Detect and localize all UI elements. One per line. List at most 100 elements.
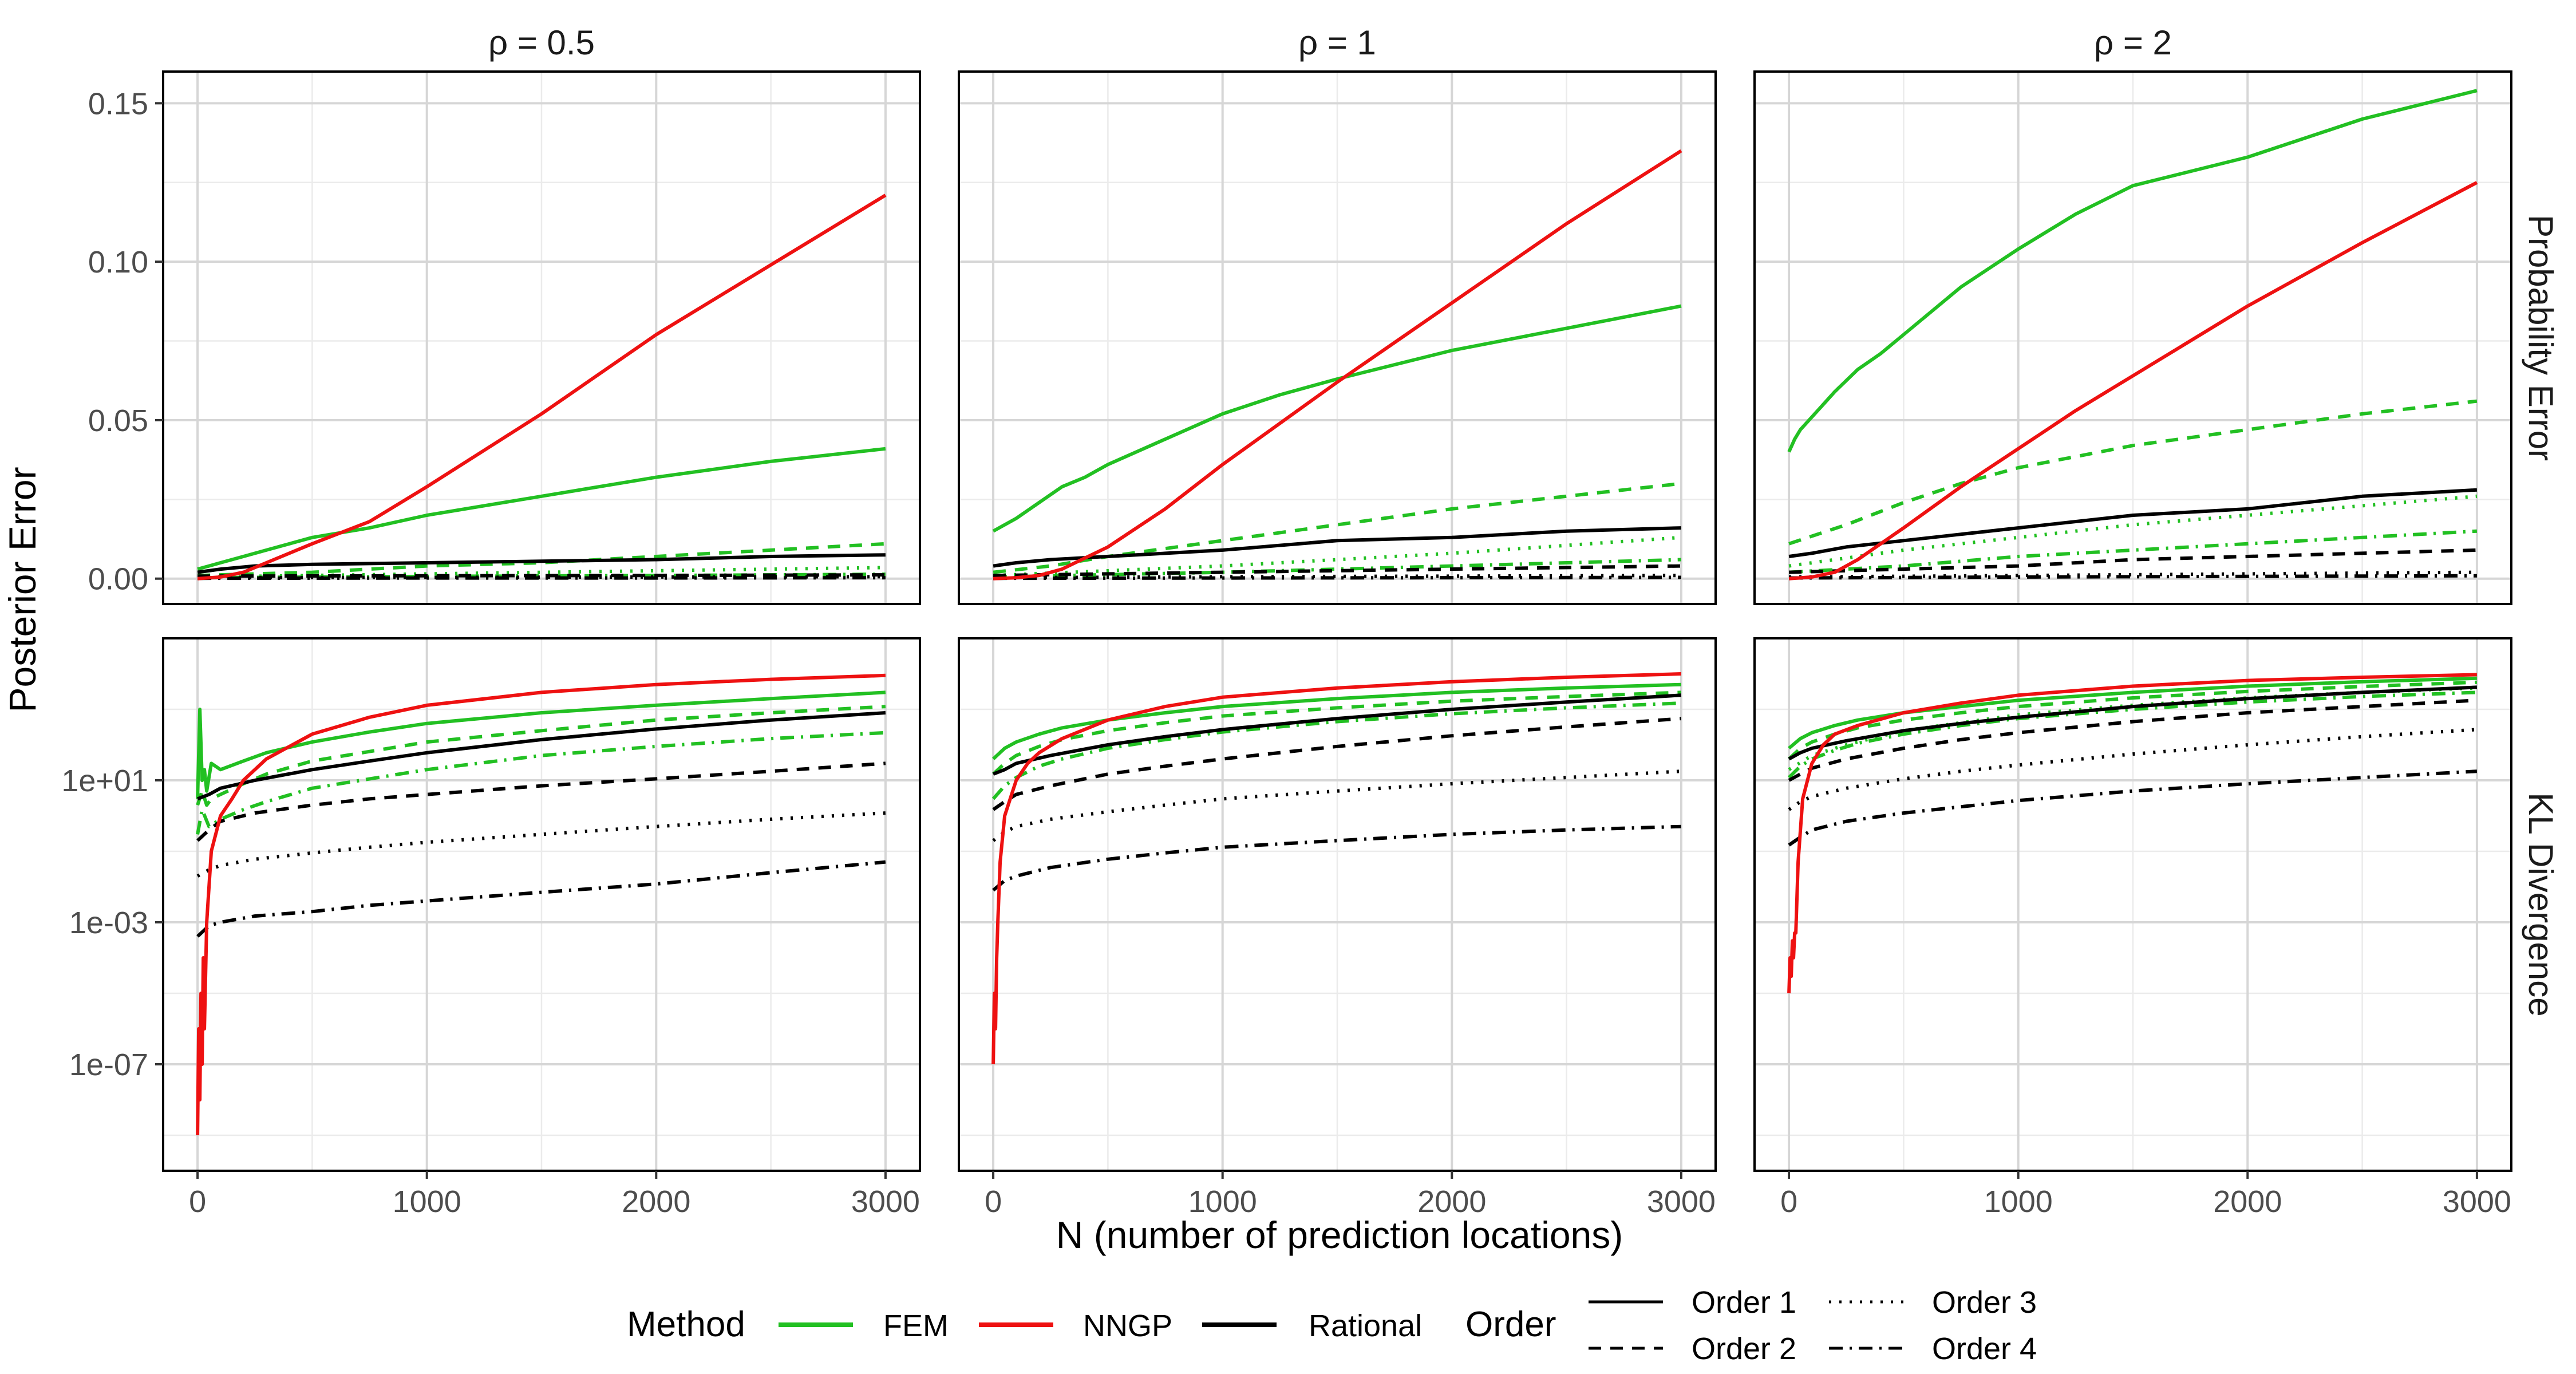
x-tick-label: 0 bbox=[1780, 1185, 1797, 1219]
series-line-rational-order-1 bbox=[1788, 488, 2478, 558]
y-tick-label: 1e-07 bbox=[69, 1048, 148, 1082]
panel-border bbox=[1753, 637, 2512, 1172]
legend-item-order-4: Order 4 bbox=[1829, 1332, 2037, 1366]
series-line-fem-order-4 bbox=[991, 701, 1682, 800]
series-line-fem-order-2 bbox=[1788, 399, 2478, 546]
panel-2-probability-error bbox=[1753, 70, 2512, 605]
series-line-fem-order-4 bbox=[1787, 690, 2478, 779]
series-line-rational-order-1 bbox=[1788, 685, 2478, 761]
y-tick-label: 0.05 bbox=[88, 404, 148, 438]
series-line-fem-order-1 bbox=[196, 690, 886, 799]
series-line-fem-order-4 bbox=[993, 558, 1681, 579]
panel-1-probability-error bbox=[958, 70, 1717, 605]
series-line-fem-order-2 bbox=[992, 690, 1682, 776]
series-line-rational-order-1 bbox=[993, 526, 1681, 568]
legend-item-order-3: Order 3 bbox=[1829, 1285, 2037, 1320]
x-tick-label: 1000 bbox=[393, 1185, 461, 1219]
series-line-fem-order-4 bbox=[196, 731, 886, 835]
facet-row-label: KL Divergence bbox=[2522, 792, 2560, 1016]
panel-border bbox=[958, 70, 1717, 605]
x-tick-label: 0 bbox=[985, 1185, 1002, 1219]
legend-label-nngp: NNGP bbox=[1083, 1309, 1172, 1343]
series-line-nngp-order-1 bbox=[993, 149, 1682, 581]
panel-border bbox=[162, 637, 921, 1172]
legend-label-order-4: Order 4 bbox=[1932, 1332, 2037, 1366]
facet-column-label: ρ = 1 bbox=[1298, 23, 1376, 62]
panel-1-kl-divergence bbox=[958, 637, 1717, 1172]
x-tick-label: 1000 bbox=[1188, 1185, 1257, 1219]
x-axis-title: N (number of prediction locations) bbox=[1056, 1214, 1623, 1256]
y-axis-title: Posterior Error bbox=[1, 467, 44, 712]
series-line-fem-order-3 bbox=[1788, 686, 2478, 771]
facet-column-label: ρ = 2 bbox=[2094, 23, 2172, 62]
panel-0-5-probability-error bbox=[162, 70, 921, 605]
x-tick-label: 0 bbox=[189, 1185, 206, 1219]
series-line-rational-order-4 bbox=[993, 575, 1681, 581]
legend-method-title: Method bbox=[627, 1305, 745, 1344]
series-line-rational-order-1 bbox=[993, 693, 1682, 776]
panel-border bbox=[958, 637, 1717, 1172]
axis-ticks: 0.00 0.05 0.10 0.15 0 1000 2000 3000 1e-07 1e-03 1… bbox=[61, 86, 2511, 1219]
series-group bbox=[991, 672, 1682, 1065]
x-tick-label: 2000 bbox=[1417, 1185, 1486, 1219]
series-line-fem-order-1 bbox=[1787, 89, 2478, 453]
legend-label-order-3: Order 3 bbox=[1932, 1285, 2037, 1320]
series-line-nngp-order-1 bbox=[197, 194, 887, 581]
series-line-fem-order-2 bbox=[196, 705, 886, 807]
panel-border bbox=[1753, 70, 2512, 605]
series-line-rational-order-1 bbox=[197, 711, 886, 801]
facet-strips: ρ = 0.5 ρ = 1 ρ = 2 Probability Error KL Div… bbox=[488, 23, 2560, 1017]
series-line-rational-order-4 bbox=[1789, 574, 2477, 580]
facet-column-label: ρ = 0.5 bbox=[488, 23, 595, 62]
x-tick-label: 2000 bbox=[2213, 1185, 2282, 1219]
legend-label-rational: Rational bbox=[1309, 1309, 1422, 1343]
series-group bbox=[1787, 673, 2478, 994]
series-group bbox=[197, 194, 887, 581]
facet-row-label: Probability Error bbox=[2522, 215, 2560, 461]
y-tick-label: 0.10 bbox=[88, 245, 148, 279]
series-line-fem-order-1 bbox=[992, 304, 1682, 533]
series-line-rational-order-2 bbox=[993, 564, 1681, 578]
series-line-nngp-order-1 bbox=[196, 673, 886, 1136]
series-group bbox=[992, 149, 1682, 581]
legend-item-order-2: Order 2 bbox=[1589, 1332, 1796, 1366]
legend: Method FEM NNGP Rational Order Order 1 O… bbox=[627, 1285, 2037, 1366]
legend-item-order-1: Order 1 bbox=[1589, 1285, 1796, 1320]
panel-0-5-kl-divergence bbox=[162, 637, 921, 1172]
legend-label-fem: FEM bbox=[883, 1309, 949, 1343]
legend-item-rational: Rational bbox=[1202, 1309, 1422, 1343]
series-line-nngp-order-1 bbox=[1788, 181, 2478, 581]
legend-label-order-1: Order 1 bbox=[1692, 1285, 1796, 1320]
series-group bbox=[196, 673, 886, 1136]
series-line-nngp-order-1 bbox=[991, 672, 1681, 1065]
series-line-rational-order-3 bbox=[993, 574, 1681, 580]
x-tick-label: 3000 bbox=[1647, 1185, 1716, 1219]
series-line-rational-order-3 bbox=[1789, 570, 2477, 579]
series-line-rational-order-3 bbox=[197, 575, 886, 580]
series-line-rational-order-3 bbox=[1788, 728, 2478, 811]
legend-item-fem: FEM bbox=[779, 1309, 949, 1343]
y-tick-label: 1e+01 bbox=[61, 764, 148, 798]
y-tick-label: 1e-03 bbox=[69, 906, 148, 940]
series-line-rational-order-3 bbox=[196, 811, 886, 878]
panel-2-kl-divergence bbox=[1753, 637, 2512, 1172]
series-line-rational-order-2 bbox=[1789, 548, 2477, 574]
series-line-fem-order-1 bbox=[992, 682, 1681, 760]
series-line-fem-order-4 bbox=[1788, 529, 2478, 574]
legend-label-order-2: Order 2 bbox=[1692, 1332, 1796, 1366]
series-group bbox=[1787, 89, 2478, 581]
panels-layer bbox=[162, 70, 2512, 1172]
series-line-rational-order-3 bbox=[992, 769, 1682, 842]
x-tick-label: 1000 bbox=[1984, 1185, 2053, 1219]
legend-item-nngp: NNGP bbox=[979, 1309, 1172, 1343]
x-tick-label: 2000 bbox=[622, 1185, 690, 1219]
series-line-nngp-order-1 bbox=[1787, 673, 2477, 994]
series-line-rational-order-1 bbox=[197, 553, 886, 574]
series-line-rational-order-2 bbox=[1788, 698, 2478, 782]
y-tick-label: 0.15 bbox=[88, 86, 148, 121]
series-line-fem-order-2 bbox=[197, 542, 886, 578]
x-tick-label: 3000 bbox=[851, 1185, 920, 1219]
series-line-fem-order-2 bbox=[1788, 680, 2478, 760]
x-tick-label: 3000 bbox=[2443, 1185, 2511, 1219]
